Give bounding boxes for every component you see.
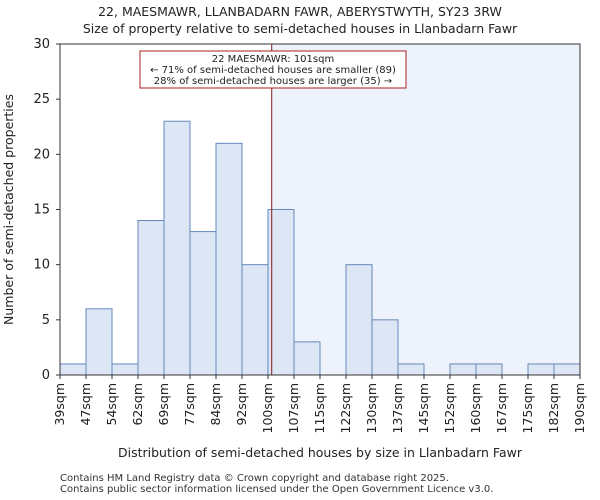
y-tick-label: 10 [33, 258, 50, 273]
bar-107sqm [293, 341, 321, 376]
bar-77sqm [189, 231, 217, 376]
x-tick-label: 62sqm [130, 383, 145, 426]
x-tick-label: 190sqm [572, 383, 587, 433]
chart-subtitle: Size of property relative to semi-detach… [82, 21, 518, 36]
bar-62sqm [137, 220, 165, 376]
x-tick-label: 130sqm [364, 383, 379, 433]
bar-47sqm [85, 308, 113, 376]
bar-137sqm [397, 363, 425, 376]
y-tick-label: 20 [33, 147, 50, 162]
annotation-box [139, 50, 407, 89]
bar-84sqm [215, 142, 243, 376]
x-tick-label: 84sqm [208, 383, 223, 426]
x-tick-label: 115sqm [312, 383, 327, 433]
y-axis-label: Number of semi-detached properties [1, 94, 16, 325]
x-tick-label: 145sqm [416, 383, 431, 433]
bar-160sqm [475, 363, 503, 376]
x-tick-label: 77sqm [182, 383, 197, 426]
bar-100sqm [267, 209, 295, 376]
bar-182sqm [553, 363, 581, 376]
bar-130sqm [371, 319, 399, 376]
x-tick-label: 100sqm [260, 383, 275, 433]
chart-title: 22, MAESMAWR, LLANBADARN FAWR, ABERYSTWY… [98, 4, 502, 19]
x-tick-label: 54sqm [104, 383, 119, 426]
annotation-line-1: 22 MAESMAWR: 101sqm [212, 54, 334, 65]
y-tick-label: 30 [33, 37, 50, 52]
x-tick-label: 69sqm [156, 383, 171, 426]
x-tick-label: 167sqm [494, 383, 509, 433]
x-axis-label: Distribution of semi-detached houses by … [118, 445, 523, 460]
annotation-line-2: ← 71% of semi-detached houses are smalle… [150, 65, 396, 76]
annotation-line-3: 28% of semi-detached houses are larger (… [154, 76, 392, 87]
chart-title-block: 22, MAESMAWR, LLANBADARN FAWR, ABERYSTWY… [0, 3, 600, 37]
bar-39sqm [59, 363, 87, 376]
attribution-line-1: Contains HM Land Registry data © Crown c… [60, 473, 449, 484]
x-tick-label: 137sqm [390, 383, 405, 433]
bar-152sqm [449, 363, 477, 376]
highlight-region [271, 44, 580, 375]
y-tick-label: 5 [42, 313, 50, 328]
x-tick-label: 122sqm [338, 383, 353, 433]
x-tick-label: 39sqm [52, 383, 67, 426]
x-tick-label: 47sqm [78, 383, 93, 426]
attribution-line-2: Contains public sector information licen… [60, 484, 494, 495]
y-tick-label: 0 [42, 368, 50, 383]
y-tick-label: 25 [33, 92, 50, 107]
y-tick-label: 15 [33, 203, 50, 218]
x-tick-label: 175sqm [520, 383, 535, 433]
bar-92sqm [241, 264, 269, 376]
bar-69sqm [163, 120, 191, 376]
attribution: Contains HM Land Registry data © Crown c… [60, 473, 493, 495]
bar-175sqm [527, 363, 555, 376]
bar-122sqm [345, 264, 373, 376]
x-tick-label: 152sqm [442, 383, 457, 433]
x-tick-label: 92sqm [234, 383, 249, 426]
x-tick-label: 107sqm [286, 383, 301, 433]
x-tick-label: 182sqm [546, 383, 561, 433]
bar-54sqm [111, 363, 139, 376]
x-tick-label: 160sqm [468, 383, 483, 433]
